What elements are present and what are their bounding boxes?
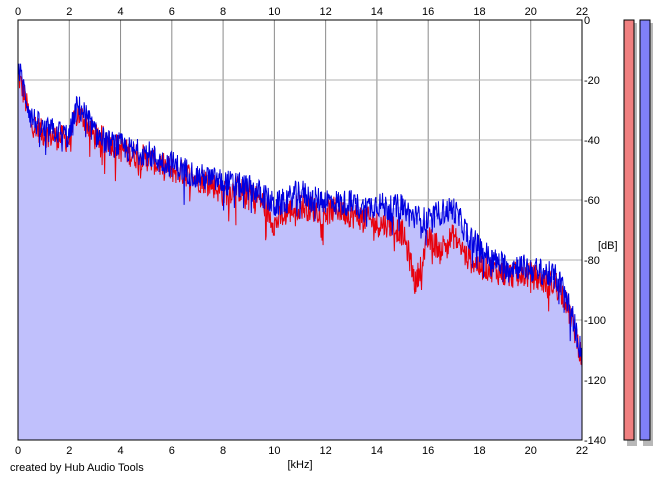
plot-frame [17,19,583,441]
y-axis-label: [dB] [598,240,618,252]
x-tick-label-bottom: 2 [66,445,72,457]
x-tick-label-bottom: 20 [525,445,537,457]
y-tick-label: 0 [584,15,590,27]
credit-text: created by Hub Audio Tools [10,462,144,474]
x-tick-label-top: 10 [268,6,280,18]
level-meter-1 [623,19,635,441]
x-tick-label-top: 4 [117,6,123,18]
x-tick-label-bottom: 18 [473,445,485,457]
x-axis-label: [kHz] [287,459,312,471]
x-tick-label-top: 12 [320,6,332,18]
x-tick-label-bottom: 4 [117,445,123,457]
x-tick-label-top: 16 [422,6,434,18]
x-tick-label-top: 8 [220,6,226,18]
x-tick-label-top: 14 [371,6,383,18]
level-meters [623,19,653,446]
y-tick-label: -120 [584,375,606,387]
y-tick-label: -20 [584,75,600,87]
x-tick-labels-bottom: 0 2 4 6 8 10 12 14 16 18 20 22 [15,445,588,457]
x-tick-label-top: 2 [66,6,72,18]
x-tick-label-bottom: 8 [220,445,226,457]
x-tick-label-bottom: 10 [268,445,280,457]
x-tick-label-top: 18 [473,6,485,18]
y-tick-label: -40 [584,135,600,147]
series-group [17,63,583,368]
x-tick-label-bottom: 6 [169,445,175,457]
level-meter-2 [639,19,651,441]
x-tick-label-top: 22 [576,6,588,18]
y-tick-labels: 0 -20 -40 -60 -80 -100 -120 -140 [584,15,606,447]
x-tick-label-bottom: 14 [371,445,383,457]
x-tick-label-bottom: 22 [576,445,588,457]
x-tick-label-bottom: 12 [320,445,332,457]
x-tick-label-bottom: 16 [422,445,434,457]
y-tick-label: -140 [584,435,606,447]
spectrum-fill-area [18,65,582,440]
series-line-2 [17,63,583,368]
y-tick-label: -80 [584,255,600,267]
x-tick-label-top: 20 [525,6,537,18]
x-tick-label-top: 0 [15,6,21,18]
y-tick-label: -60 [584,195,600,207]
y-tick-label: -100 [584,315,606,327]
x-tick-labels-top: 0 2 4 6 8 10 12 14 16 18 20 22 [15,6,588,18]
x-tick-label-top: 6 [169,6,175,18]
x-tick-label-bottom: 0 [15,445,21,457]
